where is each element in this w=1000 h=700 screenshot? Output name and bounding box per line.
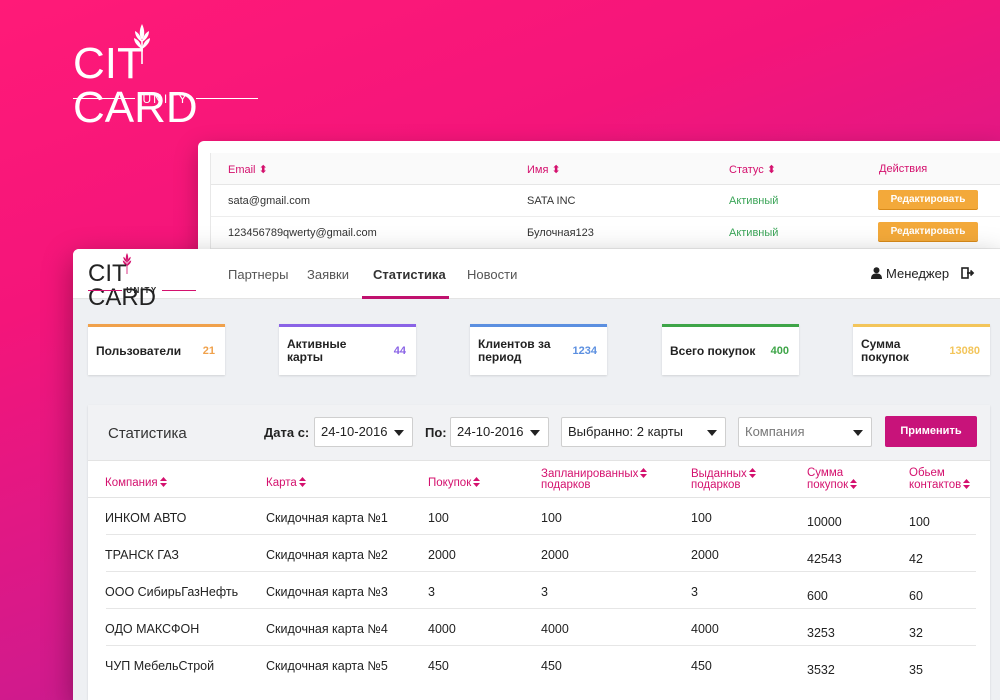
date-from-select[interactable]: 24-10-2016 [314, 417, 413, 447]
date-from-label: Дата с: [264, 425, 310, 440]
chevron-down-icon [707, 430, 717, 436]
navbar-logo[interactable]: CITCARD UNITY [88, 252, 198, 310]
status-badge: Активный [729, 227, 779, 239]
table-row: ТРАНСК ГАЗ Скидочная карта №2 2000 2000 … [88, 535, 990, 572]
users-table-header: Email ⬍ Имя ⬍ Статус ⬍ Действия [211, 153, 1000, 185]
stat-card-clients-period: Клиентов за период 1234 [470, 324, 607, 375]
col-issued-gifts[interactable]: Выданных подарков [691, 468, 756, 491]
stat-card-users: Пользователи 21 [88, 324, 225, 375]
nav-partners[interactable]: Партнеры [228, 267, 289, 282]
user-icon [871, 267, 882, 279]
active-tab-indicator [362, 296, 449, 299]
brand-subtitle: UNITY [73, 92, 258, 106]
user-menu[interactable]: Менеджер [871, 266, 949, 281]
edit-button[interactable]: Редактировать [878, 190, 978, 209]
top-navbar: CITCARD UNITY Партнеры Заявки Статистика… [73, 249, 1000, 310]
wheat-icon [122, 253, 132, 274]
chevron-down-icon [394, 430, 404, 436]
sort-icon [298, 477, 306, 487]
statistics-window: CITCARD UNITY Партнеры Заявки Статистика… [73, 249, 1000, 700]
company-select[interactable]: Компания [738, 417, 872, 447]
wheat-icon [134, 24, 150, 64]
table-row: ИНКОМ АВТО Скидочная карта №1 100 100 10… [88, 498, 990, 535]
brand-logo: CITCARD UNITY [73, 22, 263, 130]
table-row: ЧУП МебельСтрой Скидочная карта №5 450 4… [105, 659, 923, 677]
col-purchases[interactable]: Покупок [428, 477, 481, 489]
date-to-select[interactable]: 24-10-2016 [450, 417, 549, 447]
cards-select[interactable]: Выбранно: 2 карты [561, 417, 726, 447]
apply-button[interactable]: Применить [885, 416, 977, 447]
sort-icon [850, 479, 858, 489]
filter-bar: Статистика Дата с: 24-10-2016 По: 24-10-… [88, 405, 990, 461]
user-name: Менеджер [886, 266, 950, 281]
stat-card-purchase-sum: Сумма покупок 13080 [853, 324, 990, 375]
col-contact-volume[interactable]: Обьем контактов [909, 467, 971, 491]
col-status[interactable]: Статус ⬍ [729, 164, 777, 176]
col-company[interactable]: Компания [105, 477, 167, 489]
sort-icon [159, 477, 167, 487]
nav-requests[interactable]: Заявки [307, 267, 349, 282]
sort-icon [473, 477, 481, 487]
col-email[interactable]: Email ⬍ [228, 164, 268, 176]
chevron-down-icon [853, 430, 863, 436]
table-row: ООО СибирьГазНефть Скидочная карта №3 3 … [88, 572, 990, 609]
col-purchase-sum[interactable]: Сумма покупок [807, 467, 858, 491]
chevron-down-icon [530, 430, 540, 436]
edit-button[interactable]: Редактировать [878, 222, 978, 241]
nav-news[interactable]: Новости [467, 267, 518, 282]
logout-icon[interactable] [961, 266, 975, 280]
sort-icon [963, 479, 971, 489]
status-badge: Активный [729, 195, 779, 207]
sort-icon [748, 468, 756, 478]
table-row: sata@gmail.com SATA INC Активный Редакти… [211, 185, 1000, 217]
nav-statistics[interactable]: Статистика [373, 267, 446, 282]
stat-card-total-purchases: Всего покупок 400 [662, 324, 799, 375]
col-actions: Действия [879, 163, 928, 175]
brand-wordmark: CITCARD [73, 39, 198, 132]
table-row: 123456789qwerty@gmail.com Булочная123 Ак… [211, 217, 1000, 249]
header-divider [88, 497, 990, 498]
panel-title: Статистика [108, 425, 187, 442]
statistics-panel: Статистика Дата с: 24-10-2016 По: 24-10-… [88, 405, 990, 700]
brand-wordmark: CITCARD [88, 260, 157, 311]
table-row: ОДО МАКСФОН Скидочная карта №4 4000 4000… [88, 609, 990, 646]
date-to-label: По: [425, 425, 447, 440]
sort-icon [640, 468, 648, 478]
col-planned-gifts[interactable]: Запланированных подарков [541, 468, 648, 491]
col-name[interactable]: Имя ⬍ [527, 164, 561, 176]
brand-subtitle: UNITY [88, 286, 196, 295]
stat-card-active-cards: Активные карты 44 [279, 324, 416, 375]
col-card[interactable]: Карта [266, 477, 306, 489]
